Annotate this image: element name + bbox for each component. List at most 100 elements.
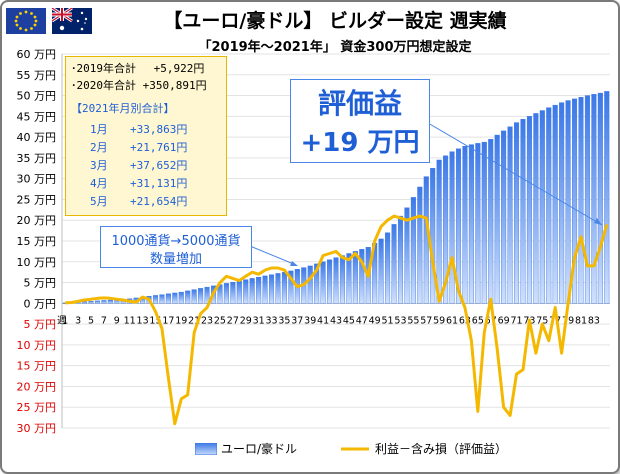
- y-tick-label: 30 万円: [17, 422, 57, 435]
- legend: ユーロ/豪ドル 利益－含み損（評価益）: [195, 440, 525, 458]
- bar: [320, 261, 326, 304]
- bar: [526, 116, 532, 304]
- bar: [423, 176, 429, 304]
- bar: [288, 270, 294, 304]
- bar: [520, 119, 526, 304]
- eval-callout: 評価益 +19 万円: [290, 79, 430, 163]
- totals-box: ･2019年合計 +5,922円 ･2020年合計 +350,891円 【202…: [65, 56, 227, 216]
- x-tick-label: 51: [382, 315, 394, 326]
- bar: [404, 207, 410, 304]
- bar: [307, 265, 313, 304]
- bar: [481, 141, 487, 304]
- bar: [198, 288, 204, 304]
- x-tick-label: 75: [536, 315, 548, 326]
- bar: [281, 271, 287, 304]
- bar: [249, 278, 255, 304]
- series-line-profit: [65, 214, 609, 426]
- x-tick-label: 71: [510, 315, 522, 326]
- bar: [488, 138, 494, 304]
- total-2019: ･2019年合計 +5,922円: [71, 62, 205, 75]
- bar: [578, 97, 584, 304]
- y-tick-label: 25 万円: [17, 401, 57, 414]
- bar: [204, 286, 210, 304]
- x-tick-label: 41: [317, 315, 329, 326]
- bar: [165, 293, 171, 304]
- note-line1: 1000通貨→5000通貨: [111, 234, 241, 249]
- x-tick-label: 69: [498, 315, 510, 326]
- x-tick-label: 33: [265, 315, 277, 326]
- y-tick-label: 15 万円: [17, 235, 57, 248]
- legend-line-swatch: [341, 447, 369, 451]
- x-tick-label: 35: [278, 315, 290, 326]
- x-tick-label: 39: [304, 315, 316, 326]
- bar: [449, 151, 455, 304]
- bar: [185, 290, 191, 304]
- bar: [397, 215, 403, 304]
- x-tick-label: 25: [214, 315, 226, 326]
- bar: [604, 91, 610, 304]
- legend-line-label: 利益－含み損（評価益）: [375, 442, 508, 456]
- y-tick-label: 10 万円: [17, 339, 57, 352]
- bar: [172, 292, 178, 304]
- y-tick-label: 40 万円: [17, 131, 57, 144]
- x-tick-label: 57: [420, 315, 432, 326]
- y-tick-label: 45 万円: [17, 110, 57, 123]
- bar: [584, 95, 590, 304]
- x-tick-label: 45: [343, 315, 355, 326]
- monthly-header: 【2021年月別合計】: [71, 102, 175, 115]
- bar: [559, 102, 565, 304]
- bar: [468, 144, 474, 304]
- y-tick-label: 10 万円: [17, 256, 57, 269]
- x-tick-label: 5: [88, 315, 94, 326]
- y-tick-label: 35 万円: [17, 152, 57, 165]
- x-axis-prefix: 週: [57, 314, 67, 326]
- bar: [346, 253, 352, 304]
- bar: [455, 148, 462, 304]
- bar: [417, 186, 423, 304]
- bar: [178, 291, 184, 304]
- bar: [159, 294, 165, 304]
- bar: [269, 274, 275, 304]
- bar: [236, 280, 242, 304]
- month-value: +37,652円: [130, 159, 188, 172]
- bar: [475, 143, 481, 304]
- x-tick-label: 17: [162, 315, 174, 326]
- note-line2: 数量増加: [149, 252, 202, 267]
- y-tick-label: 60 万円: [17, 48, 57, 61]
- x-tick-label: 55: [407, 315, 419, 326]
- bar: [191, 289, 197, 304]
- month-label: 1月: [90, 123, 108, 136]
- legend-bar-label: ユーロ/豪ドル: [221, 442, 298, 456]
- x-tick-label: 27: [227, 315, 239, 326]
- bar: [430, 168, 436, 304]
- eval-arrow: [427, 122, 603, 226]
- month-value: +21,654円: [130, 195, 188, 208]
- bar: [152, 295, 159, 304]
- x-tick-label: 13: [137, 315, 149, 326]
- x-tick-label: 23: [201, 315, 213, 326]
- bar: [107, 299, 113, 304]
- month-label: 3月: [90, 159, 108, 172]
- note-arrow-head: [290, 261, 298, 266]
- bar: [223, 283, 229, 304]
- x-tick-label: 37: [291, 315, 303, 326]
- legend-bar-swatch: [195, 443, 217, 455]
- chart-subtitle: 「2019年～2021年」 資金300万円想定設定: [198, 40, 472, 55]
- bar: [513, 122, 520, 304]
- bar: [572, 98, 578, 304]
- month-label: 2月: [90, 141, 108, 154]
- australia-flag-icon: [51, 8, 92, 34]
- x-tick-label: 15: [149, 315, 161, 326]
- x-tick-label: 53: [394, 315, 406, 326]
- bar: [230, 281, 236, 304]
- eval-value: +19 万円: [300, 128, 420, 158]
- x-tick-label: 43: [330, 315, 342, 326]
- bar: [88, 301, 94, 304]
- x-tick-label: 9: [114, 315, 120, 326]
- x-tick-label: 77: [549, 315, 561, 326]
- bar: [359, 249, 365, 304]
- y-tick-label: 20 万円: [17, 380, 57, 393]
- bar: [94, 300, 100, 304]
- y-tick-label: 30 万円: [17, 173, 57, 186]
- bar: [327, 259, 333, 304]
